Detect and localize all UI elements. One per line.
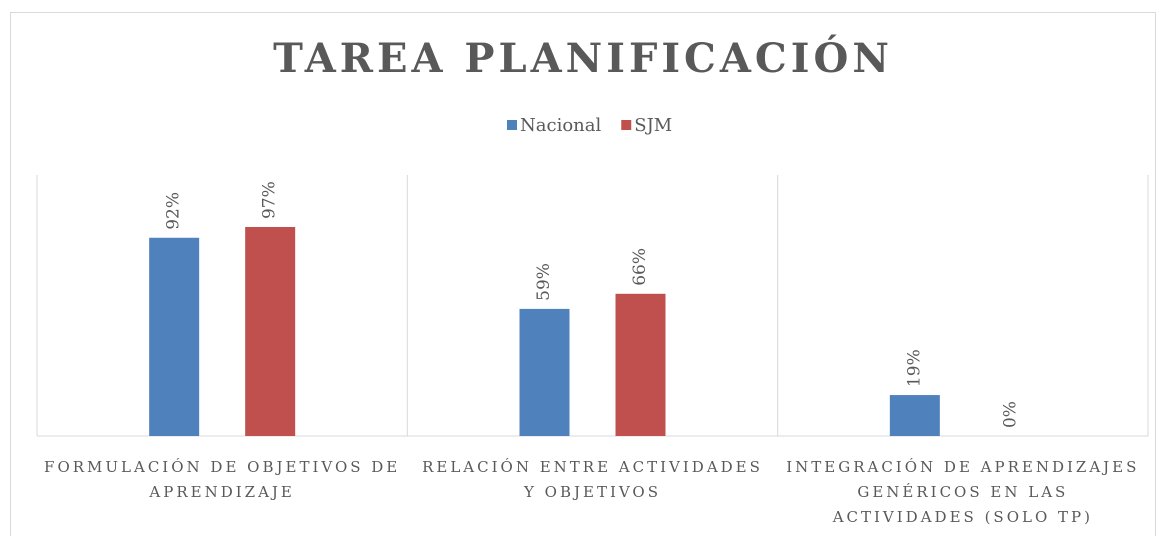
legend-label: SJM xyxy=(634,115,672,136)
bar xyxy=(245,227,296,436)
data-label: 97% xyxy=(260,181,280,219)
bar xyxy=(149,237,200,436)
bar xyxy=(615,293,666,436)
data-label: 59% xyxy=(534,263,554,301)
data-label: 19% xyxy=(904,349,924,387)
x-tick-label: RELACIÓN ENTRE ACTIVIDADES Y OBJETIVOS xyxy=(422,458,763,501)
x-tick-label: INTEGRACIÓN DE APRENDIZAJES GENÉRICOS EN… xyxy=(786,458,1140,526)
x-tick-label: FORMULACIÓN DE OBJETIVOS DE APRENDIZAJE xyxy=(44,458,401,501)
data-label: 0% xyxy=(1000,401,1020,428)
legend-swatch xyxy=(507,120,517,130)
legend-label: Nacional xyxy=(520,115,601,136)
legend-swatch xyxy=(621,120,632,130)
data-label: 66% xyxy=(630,248,650,286)
data-label: 92% xyxy=(164,192,184,230)
bar xyxy=(519,308,570,436)
chart-frame xyxy=(10,12,1156,536)
bar xyxy=(889,395,940,436)
chart-title: TAREA PLANIFICACIÓN xyxy=(273,35,893,82)
